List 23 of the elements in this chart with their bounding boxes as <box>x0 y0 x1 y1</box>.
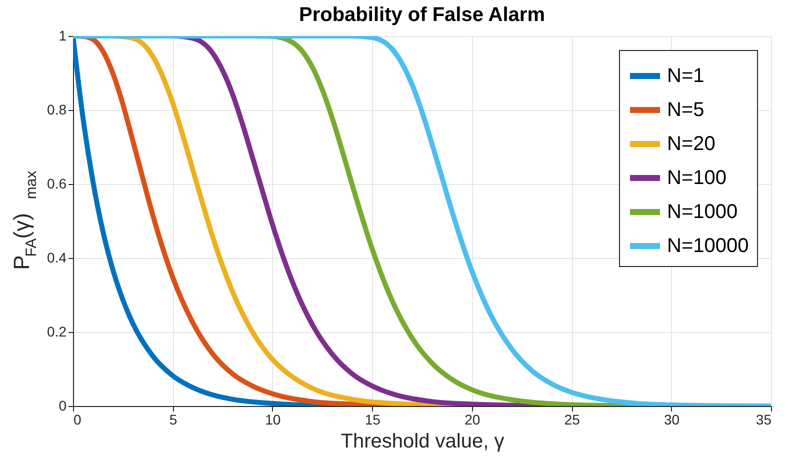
x-axis-title: Threshold value, γ <box>340 430 504 452</box>
x-tick-label: 5 <box>169 412 178 428</box>
x-tick-label: 35 <box>756 412 772 428</box>
y-tick-label: 1 <box>58 28 67 44</box>
y-tick-label: 0 <box>58 398 67 414</box>
legend-label: N=10000 <box>667 235 749 257</box>
x-tick-label: 25 <box>564 412 580 428</box>
x-tick-label: 15 <box>364 412 381 428</box>
x-tick-label: 30 <box>664 412 680 428</box>
y-tick-label: 0.8 <box>47 102 67 118</box>
y-axis-title: PFA(γ)max <box>9 170 40 270</box>
y-tick-label: 0.6 <box>47 176 67 192</box>
legend-label: N=1 <box>667 65 704 87</box>
legend-label: N=5 <box>667 99 704 121</box>
y-tick-label: 0.4 <box>47 250 67 266</box>
legend-label: N=100 <box>667 167 726 189</box>
x-tick-label: 0 <box>74 412 82 428</box>
legend-label: N=20 <box>667 133 716 155</box>
legend-label: N=1000 <box>667 201 738 223</box>
chart-title: Probability of False Alarm <box>299 4 545 26</box>
x-tick-label: 20 <box>464 412 480 428</box>
y-tick-label: 0.2 <box>47 324 67 340</box>
x-tick-label: 10 <box>265 412 281 428</box>
